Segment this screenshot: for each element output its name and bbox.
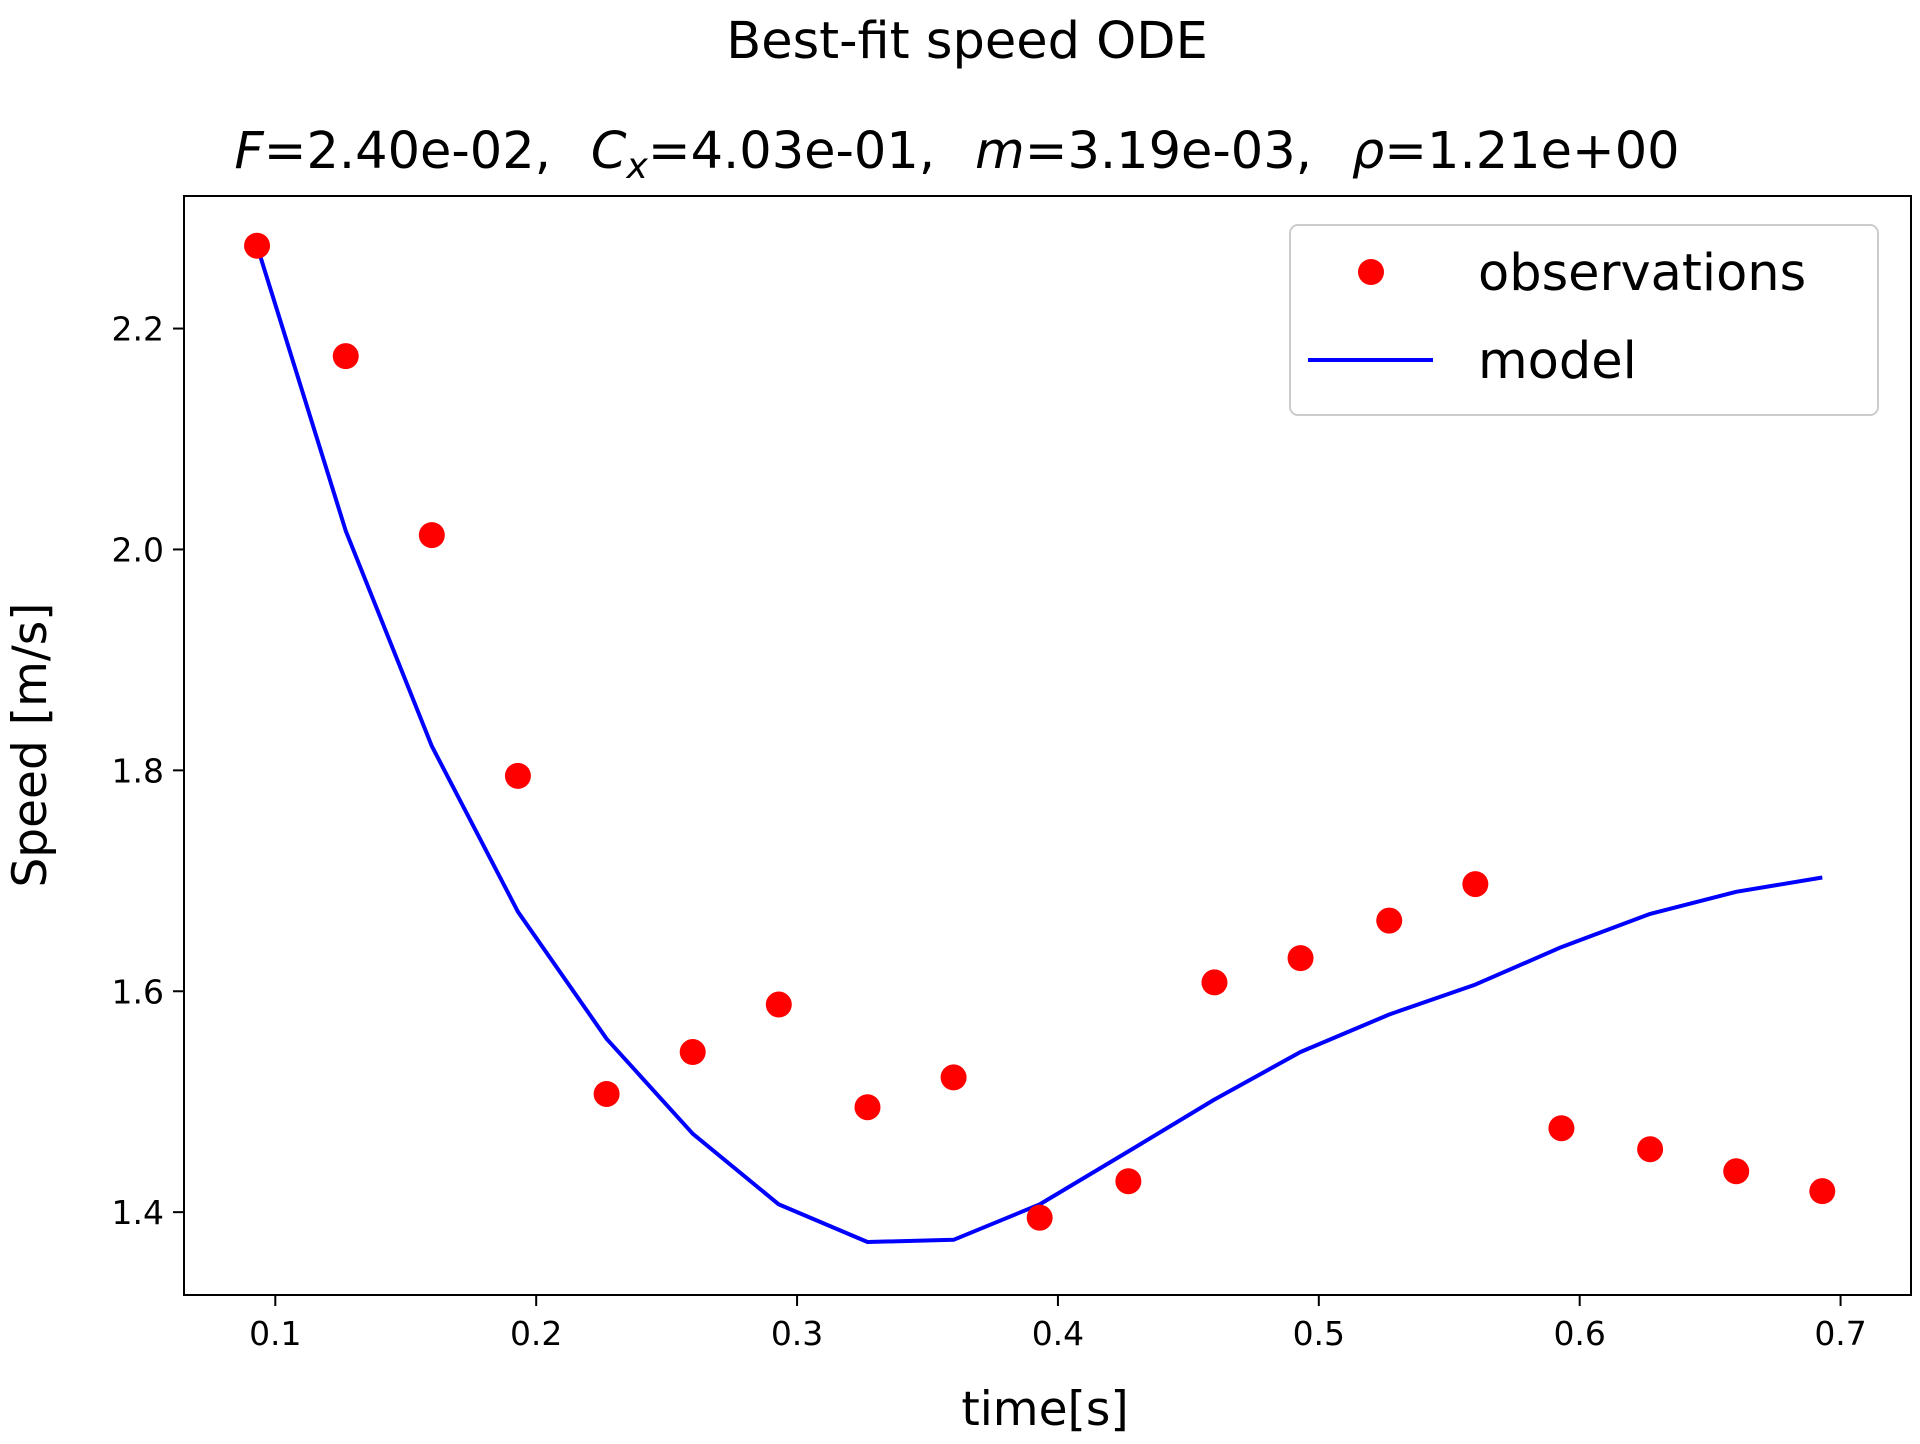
legend: observations model xyxy=(1289,224,1879,416)
y-tick-label: 1.8 xyxy=(112,751,164,790)
data-point-observations xyxy=(1376,907,1403,934)
axes-frame xyxy=(183,195,1912,1296)
plot-area xyxy=(244,232,1836,1244)
y-tick-label: 2.2 xyxy=(112,310,164,349)
chart-title: Best-fit speed ODE xyxy=(726,12,1208,71)
x-axis: 0.1 0.2 0.3 0.4 0.5 0.6 0.7 xyxy=(249,1295,1867,1353)
legend-observations-marker xyxy=(1358,259,1384,285)
legend-observations-label: observations xyxy=(1478,244,1806,303)
data-point-observations xyxy=(1026,1204,1053,1231)
data-point-observations xyxy=(593,1080,620,1107)
y-tick-label: 1.4 xyxy=(112,1193,164,1232)
x-tick-label: 0.7 xyxy=(1814,1314,1866,1353)
legend-model-label: model xyxy=(1478,332,1637,391)
y-axis: 1.4 1.6 1.8 2.0 2.2 xyxy=(112,310,184,1232)
y-axis-label: Speed [m/s] xyxy=(3,602,58,887)
data-point-observations xyxy=(854,1094,881,1121)
data-point-observations xyxy=(1723,1158,1750,1185)
x-tick-label: 0.3 xyxy=(771,1314,823,1353)
data-point-observations xyxy=(1287,945,1314,972)
data-point-observations xyxy=(765,991,792,1018)
x-tick-label: 0.4 xyxy=(1032,1314,1084,1353)
legend-frame xyxy=(1289,224,1879,416)
chart-subtitle: F=2.40e-02, Cx=4.03e-01, m=3.19e-03, ρ=1.21… xyxy=(234,122,1679,187)
data-point-observations xyxy=(679,1039,706,1066)
data-point-observations xyxy=(332,343,359,370)
y-tick-label: 1.6 xyxy=(112,972,164,1011)
x-tick-label: 0.5 xyxy=(1293,1314,1345,1353)
series-line-model xyxy=(255,245,1823,1244)
x-tick-label: 0.1 xyxy=(249,1314,301,1353)
data-point-observations xyxy=(504,762,531,789)
data-point-observations xyxy=(1201,969,1228,996)
x-axis-label: time[s] xyxy=(961,1382,1128,1437)
y-tick-label: 2.0 xyxy=(112,530,164,569)
data-point-observations xyxy=(1115,1168,1142,1195)
data-point-observations xyxy=(940,1064,967,1091)
data-point-observations xyxy=(1637,1136,1664,1163)
data-point-observations xyxy=(1809,1178,1836,1205)
x-tick-label: 0.6 xyxy=(1553,1314,1605,1353)
data-point-observations xyxy=(418,522,445,549)
data-point-observations xyxy=(244,232,271,259)
x-tick-label: 0.2 xyxy=(510,1314,562,1353)
data-point-observations xyxy=(1462,871,1489,898)
data-point-observations xyxy=(1548,1115,1575,1142)
